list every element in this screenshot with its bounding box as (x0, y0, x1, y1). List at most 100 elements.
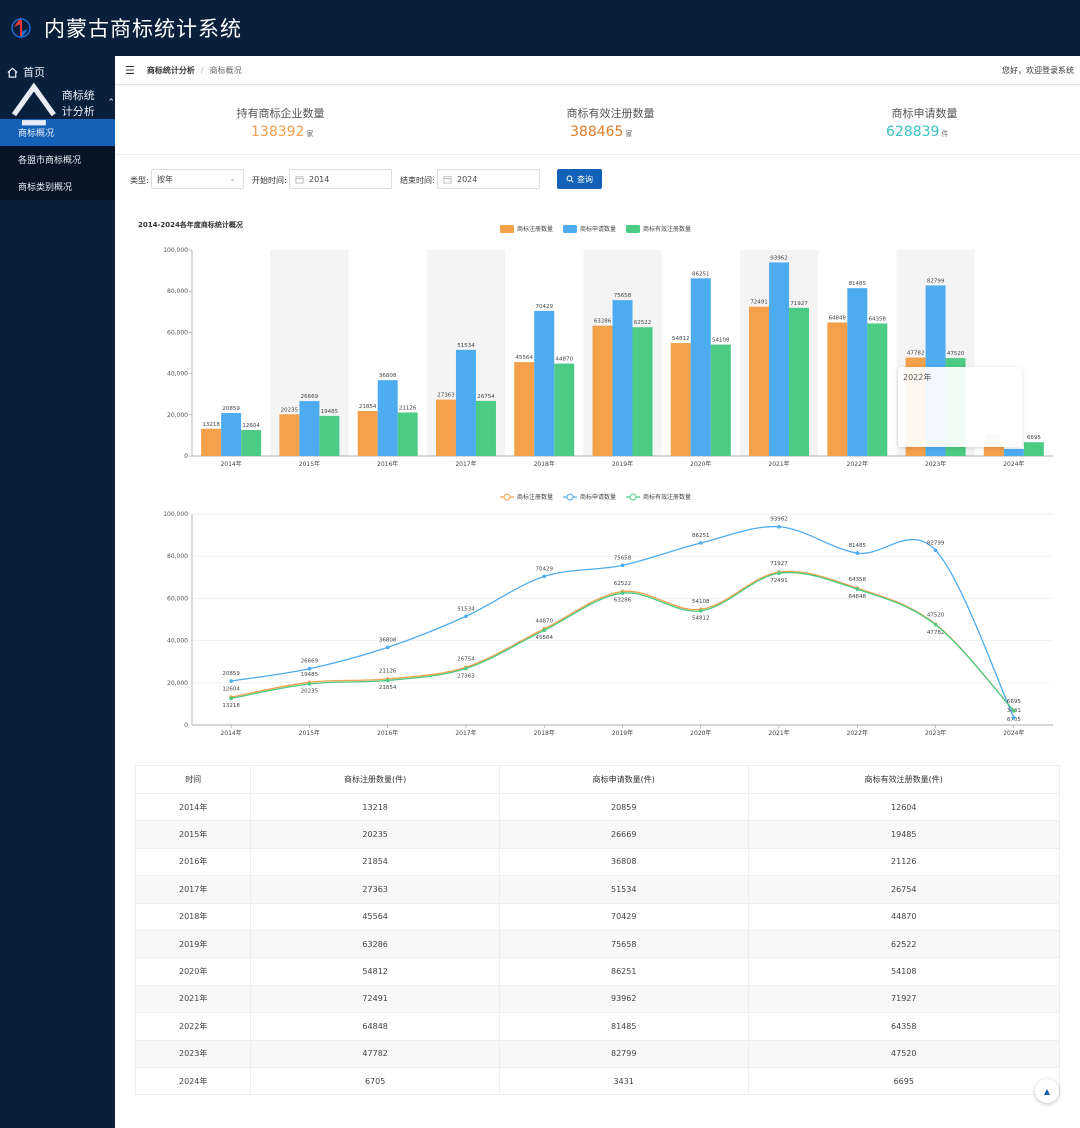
legend-label: 商标有效注册数量 (643, 225, 691, 233)
sidebar-item-city[interactable]: 各盟市商标概况 (0, 146, 115, 173)
data-label: 13218 (202, 422, 220, 428)
table-cell: 21126 (747, 847, 1060, 877)
type-select[interactable]: 按年 ⌄ (151, 169, 244, 189)
y-tick-label: 100,000 (163, 247, 188, 254)
calendar-icon (295, 175, 304, 183)
table-row: 2018年 45564 70429 44870 (134, 902, 1060, 931)
table-row: 2015年 20235 26669 19485 (134, 820, 1060, 849)
sidebar-item-home[interactable]: 首页 (0, 57, 115, 87)
y-tick-label: 40,000 (167, 638, 188, 645)
data-label: 36808 (379, 373, 397, 379)
data-label: 54812 (692, 615, 710, 621)
x-tick-label: 2014年 (220, 729, 241, 737)
breadcrumb: ☰ 商标统计分析 / 商标概况 您好，欢迎登录系统 (115, 56, 1080, 85)
data-label: 27363 (437, 393, 455, 399)
series-line (231, 525, 1015, 719)
start-time-value: 2014 (309, 174, 330, 184)
bar (749, 306, 770, 456)
table-header-row: 时间 商标注册数量(件) 商标申请数量(件) 商标有效注册数量(件) (134, 765, 1060, 794)
end-time-label: 结束时间: (400, 176, 435, 185)
sidebar-item-category[interactable]: 商标类别概况 (0, 173, 115, 200)
menu-toggle-icon[interactable]: ☰ (125, 63, 135, 77)
table-cell: 13218 (250, 792, 500, 822)
bar (1003, 448, 1024, 456)
sidebar-group-stats[interactable]: 商标统计分析 ⌃ (0, 82, 115, 126)
data-label: 54108 (712, 338, 730, 344)
x-tick-label: 2019年 (612, 460, 633, 468)
y-tick-label: 60,000 (167, 329, 188, 336)
bar (514, 362, 535, 456)
table-cell: 75658 (498, 929, 749, 959)
bar (534, 310, 555, 456)
table-row: 2016年 21854 36808 21126 (134, 847, 1060, 877)
table-row: 2020年 54812 86251 54108 (134, 957, 1060, 986)
data-point (464, 666, 468, 671)
data-label: 13218 (222, 703, 240, 709)
end-time-input[interactable]: 2024 (437, 169, 540, 189)
data-point (307, 666, 312, 671)
query-button-label: 查询 (577, 174, 593, 184)
data-label: 81485 (849, 543, 867, 549)
stat-valid-registrations: 商标有效注册数量 388465 家 (553, 105, 668, 140)
bar (241, 430, 262, 456)
data-label: 54108 (692, 599, 710, 605)
breadcrumb-section[interactable]: 商标统计分析 (146, 65, 195, 75)
data-label: 64848 (849, 594, 867, 600)
home-icon (7, 67, 18, 78)
stat-applications: 商标申请数量 628839 件 (867, 105, 982, 140)
main-content: ☰ 商标统计分析 / 商标概况 您好，欢迎登录系统 持有商标企业数量 13839… (115, 56, 1080, 1128)
legend-marker (503, 493, 511, 501)
stat-value: 388465 (570, 124, 624, 140)
stat-value: 138392 (251, 124, 305, 140)
table-cell: 70429 (498, 902, 749, 931)
line-chart: 0 20,000 40,000 60,000 80,000 100,000 2014年 201… (163, 493, 1053, 737)
x-tick-label: 2023年 (925, 460, 946, 468)
x-tick-label: 2016年 (377, 460, 398, 468)
table-cell: 20859 (498, 792, 749, 822)
data-point (542, 574, 547, 579)
bar (221, 413, 242, 456)
data-label: 21854 (379, 685, 397, 691)
x-tick-label: 2022年 (847, 460, 868, 468)
start-time-input[interactable]: 2014 (289, 169, 392, 189)
legend-marker (629, 493, 637, 501)
table-cell: 6705 (250, 1066, 500, 1096)
bar (1023, 442, 1044, 456)
chevron-up-icon: ⌃ (107, 98, 115, 108)
x-tick-label: 2022年 (847, 729, 868, 737)
stat-value-row: 628839 件 (867, 124, 982, 140)
sidebar-item-overview[interactable]: 商标概况 (0, 119, 115, 146)
data-point (777, 571, 781, 576)
table-cell: 44870 (747, 902, 1060, 931)
data-label: 63286 (594, 319, 612, 325)
y-tick-label: 20,000 (167, 412, 188, 419)
stats-icon (11, 82, 56, 126)
y-tick-label: 0 (184, 453, 188, 460)
data-point (855, 587, 860, 592)
x-tick-label: 2015年 (299, 460, 320, 468)
top-bar: 内蒙古商标统计系统 (0, 0, 1080, 56)
back-to-top-button[interactable]: ▲ (1035, 1079, 1059, 1103)
table-cell: 2016年 (134, 847, 252, 877)
table-cell: 20235 (250, 820, 500, 849)
query-button[interactable]: 查询 (557, 169, 602, 189)
table-cell: 6695 (747, 1066, 1060, 1096)
table-cell: 27363 (250, 875, 500, 904)
data-label: 47782 (927, 630, 945, 636)
x-tick-label: 2016年 (377, 729, 398, 737)
table-cell: 2024年 (134, 1066, 252, 1096)
data-label: 20235 (301, 688, 319, 694)
legend-label: 商标有效注册数量 (643, 493, 691, 501)
table-row: 2017年 27363 51534 26754 (134, 875, 1060, 904)
sidebar: 首页 商标统计分析 ⌃ 商标概况 各盟市商标概况 商标类别概况 (0, 56, 115, 1128)
type-label: 类型: (130, 176, 149, 185)
data-label: 64358 (849, 577, 867, 583)
data-label: 20859 (222, 406, 240, 412)
data-label: 12604 (242, 423, 260, 429)
data-point (777, 524, 781, 529)
data-label: 63286 (614, 597, 632, 603)
table-header-cell: 商标申请数量(件) (498, 765, 749, 794)
data-point (464, 614, 468, 619)
data-label: 51534 (457, 606, 475, 612)
legend-label: 商标申请数量 (580, 493, 616, 501)
